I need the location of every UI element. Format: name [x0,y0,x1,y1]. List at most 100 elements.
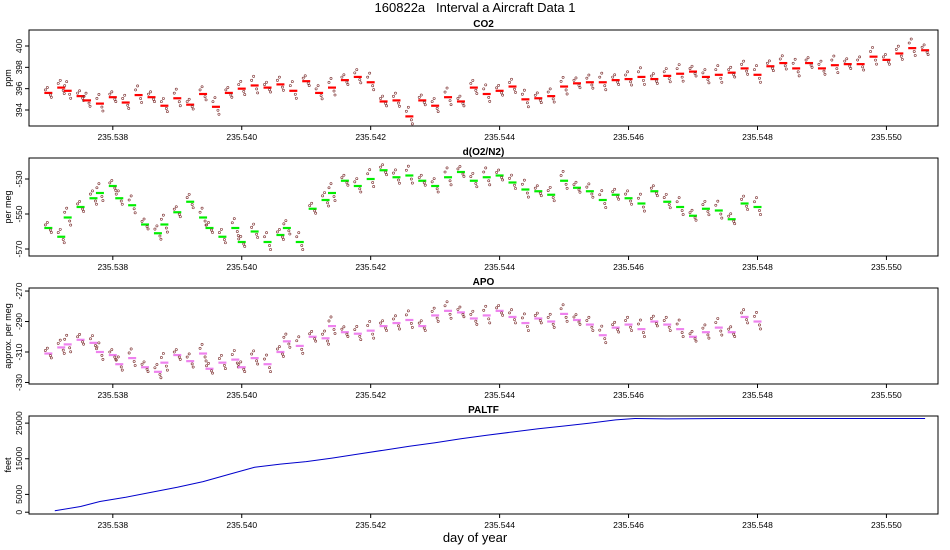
data-point-sample [58,338,62,342]
data-point-sample [720,333,724,337]
data-point-sample [458,94,462,98]
data-point-sample [174,348,178,352]
data-point-sample [548,185,552,189]
data-point-sample [435,187,439,191]
data-point-sample [255,359,259,363]
data-point-sample [716,64,720,68]
data-point-sample [211,371,214,375]
data-point-sample [572,315,576,319]
data-point-sample [308,332,312,336]
data-point-sample [100,195,104,198]
data-point-sample [205,223,208,227]
data-point-sample [95,97,99,100]
data-point-sample [830,58,834,62]
data-point-sample [922,43,926,47]
data-point-sample [250,352,254,356]
data-point-sample [310,329,314,333]
data-point-sample [432,306,436,310]
data-point-sample [81,207,84,211]
data-point-sample [655,82,659,85]
data-point-sample [449,103,453,107]
data-point-sample [475,185,479,189]
data-point-sample [263,235,266,239]
data-point-sample [456,97,460,100]
data-point-sample [746,72,749,76]
data-point-sample [121,97,125,100]
data-point-sample [265,80,268,84]
data-point-sample [655,324,659,328]
data-point-sample [379,165,382,169]
data-point-sample [65,206,69,210]
data-point-sample [508,81,511,84]
data-point-sample [120,202,124,206]
data-point-sample [552,326,556,329]
data-point-sample [482,87,486,91]
data-point-sample [539,321,543,325]
data-point-sample [651,314,655,318]
data-point-sample [97,341,101,345]
data-point-sample [297,231,301,235]
data-point-sample [435,316,439,320]
data-point-sample [394,314,397,318]
data-point-sample [235,230,239,233]
data-point-sample [733,75,737,79]
data-point-sample [237,83,241,86]
data-point-sample [63,337,67,341]
data-point-sample [385,329,388,332]
data-point-sample [76,202,79,206]
data-point-sample [239,235,243,238]
data-point-sample [89,192,92,196]
data-point-sample [62,92,66,95]
data-point-sample [372,336,376,340]
data-point-sample [313,209,317,213]
data-point-sample [680,209,684,212]
data-point-sample [668,80,672,84]
x-tick-label: 235.542 [355,262,386,272]
data-point-sample [108,92,112,96]
data-point-sample [101,199,105,202]
data-point-sample [333,199,337,202]
data-point-sample [462,104,466,108]
data-point-sample [232,217,236,221]
data-point-sample [108,350,112,354]
data-point-sample [753,200,756,204]
data-point-sample [617,330,621,334]
data-point-sample [406,309,410,313]
data-point-sample [333,332,337,335]
data-point-sample [849,67,853,70]
data-point-sample [591,86,595,90]
data-point-sample [68,92,72,96]
data-point-sample [314,87,318,91]
data-point-sample [243,93,247,96]
data-point-sample [603,84,607,88]
data-point-sample [56,82,60,85]
data-point-sample [882,55,885,59]
data-point-sample [907,41,911,45]
data-point-sample [435,107,439,110]
data-point-sample [355,177,359,180]
data-point-sample [326,339,329,343]
data-point-sample [707,336,711,340]
data-point-sample [204,359,208,363]
data-point-sample [513,183,516,187]
data-point-sample [327,319,331,323]
data-point-sample [694,339,698,343]
data-point-sample [340,176,344,180]
data-point-sample [120,368,124,372]
data-point-sample [745,204,748,208]
x-tick-label: 235.548 [742,132,773,142]
data-point-sample [223,363,226,367]
data-point-sample [308,204,312,208]
x-tick-label: 235.550 [871,262,902,272]
data-point-sample [445,166,449,170]
data-point-sample [226,86,230,89]
data-point-sample [371,84,375,88]
data-point-sample [114,192,118,196]
data-point-sample [469,82,473,85]
data-point-sample [716,199,720,203]
data-point-sample [706,210,710,213]
data-point-sample [561,303,565,307]
data-point-sample [445,86,449,90]
data-point-sample [210,228,213,232]
